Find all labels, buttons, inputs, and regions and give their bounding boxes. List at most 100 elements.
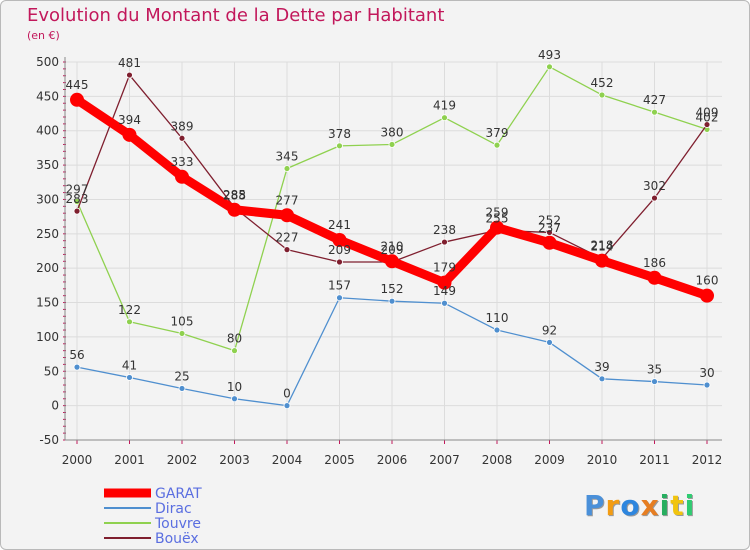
y-tick-label: 0 bbox=[51, 399, 59, 413]
data-label: 285 bbox=[223, 188, 246, 202]
legend-label: GARAT bbox=[155, 486, 202, 502]
y-tick-label: 300 bbox=[36, 192, 59, 206]
data-label: 237 bbox=[538, 221, 561, 235]
series-layer bbox=[70, 63, 714, 410]
data-label: 452 bbox=[591, 76, 614, 90]
data-point bbox=[178, 134, 186, 142]
series-touvre bbox=[73, 63, 711, 355]
data-label: 277 bbox=[276, 193, 299, 207]
data-label: 394 bbox=[118, 113, 141, 127]
x-tick-label: 2000 bbox=[62, 453, 93, 467]
data-label: 259 bbox=[486, 206, 509, 220]
y-tick-label: 200 bbox=[36, 261, 59, 275]
data-label: 179 bbox=[433, 261, 456, 275]
data-point bbox=[542, 235, 557, 250]
data-point bbox=[703, 381, 711, 389]
data-label: 149 bbox=[433, 284, 456, 298]
data-point bbox=[647, 270, 662, 285]
grid bbox=[65, 61, 722, 441]
data-point bbox=[598, 91, 606, 99]
logo-letter: i bbox=[659, 489, 671, 522]
data-label: 227 bbox=[276, 231, 299, 245]
y-tick-label: 400 bbox=[36, 124, 59, 138]
x-tick-label: 2002 bbox=[167, 453, 198, 467]
data-point bbox=[73, 207, 81, 215]
series-dirac bbox=[73, 294, 711, 410]
x-tick-label: 2009 bbox=[534, 453, 565, 467]
x-tick-label: 2012 bbox=[692, 453, 723, 467]
proxiti-logo: Proxiti bbox=[584, 489, 695, 522]
data-label: 110 bbox=[486, 311, 509, 325]
data-point bbox=[441, 238, 448, 246]
legend-item-touvre: Touvre bbox=[104, 516, 201, 532]
data-point bbox=[283, 246, 291, 254]
data-point bbox=[126, 318, 133, 326]
data-label: 252 bbox=[538, 213, 561, 227]
data-point bbox=[175, 169, 189, 184]
data-point bbox=[126, 71, 133, 79]
data-label: 419 bbox=[433, 99, 456, 113]
data-label: 402 bbox=[696, 110, 719, 124]
x-tick-label: 2003 bbox=[219, 453, 250, 467]
data-label: 152 bbox=[381, 282, 404, 296]
data-label: 210 bbox=[381, 239, 404, 253]
legend-item-garat: GARAT bbox=[104, 486, 202, 502]
data-point bbox=[385, 254, 399, 269]
data-label: 30 bbox=[699, 366, 714, 380]
data-point bbox=[336, 258, 343, 266]
data-label: 427 bbox=[643, 93, 666, 107]
chart-title: Evolution du Montant de la Dette par Hab… bbox=[27, 5, 445, 26]
data-label: 10 bbox=[227, 380, 242, 394]
logo-letter: t bbox=[670, 489, 685, 522]
data-point bbox=[227, 202, 242, 217]
data-point bbox=[700, 288, 714, 303]
data-label: 389 bbox=[171, 119, 194, 133]
y-tick-label: 150 bbox=[36, 296, 59, 310]
data-point bbox=[546, 229, 553, 236]
data-point bbox=[336, 142, 343, 150]
data-point bbox=[283, 402, 291, 410]
data-label: 380 bbox=[381, 125, 404, 139]
data-label: 255 bbox=[486, 211, 509, 225]
data-label: 41 bbox=[122, 358, 137, 372]
data-label: 160 bbox=[696, 274, 719, 288]
series-garat bbox=[70, 92, 714, 303]
x-tick-label: 2011 bbox=[639, 453, 670, 467]
unit-label: (en €) bbox=[27, 29, 60, 42]
logo-letter: r bbox=[605, 489, 621, 522]
data-label: 0 bbox=[283, 387, 291, 401]
y-tick-label: 50 bbox=[44, 364, 59, 378]
data-point bbox=[231, 347, 238, 355]
y-tick-label: 450 bbox=[36, 89, 59, 103]
data-label: 378 bbox=[328, 127, 351, 141]
x-tick-label: 2010 bbox=[587, 453, 618, 467]
data-label: 288 bbox=[223, 189, 246, 203]
data-point bbox=[598, 375, 606, 383]
data-point bbox=[546, 339, 553, 346]
data-label: 238 bbox=[433, 223, 456, 237]
y-tick-label: 100 bbox=[36, 330, 59, 344]
data-label: 283 bbox=[66, 192, 89, 206]
y-tick-label: -50 bbox=[39, 433, 59, 447]
data-label: 409 bbox=[696, 106, 719, 120]
data-point bbox=[490, 220, 504, 235]
legend-label: Touvre bbox=[154, 516, 201, 532]
x-tick-label: 2004 bbox=[272, 453, 303, 467]
data-label: 218 bbox=[591, 239, 614, 253]
data-label: 445 bbox=[66, 78, 89, 92]
data-label: 39 bbox=[594, 360, 609, 374]
data-label: 209 bbox=[381, 243, 404, 257]
data-point bbox=[73, 198, 81, 205]
data-label: 92 bbox=[542, 323, 557, 337]
x-tick-label: 2007 bbox=[429, 453, 460, 467]
data-point bbox=[651, 108, 658, 116]
y-tick-label: 500 bbox=[36, 55, 59, 69]
data-point bbox=[280, 208, 294, 223]
data-label: 333 bbox=[171, 155, 194, 169]
data-point bbox=[703, 121, 711, 128]
data-label: 157 bbox=[328, 279, 351, 293]
y-tick-label: 350 bbox=[36, 158, 59, 172]
